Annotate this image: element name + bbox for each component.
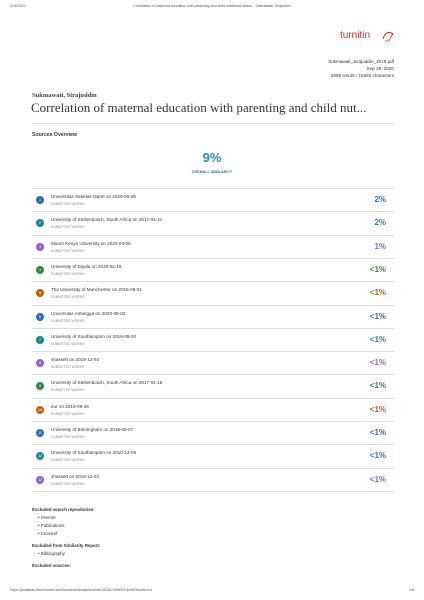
exclusion-group: Excluded sources:: [32, 562, 100, 570]
source-name: shasselt on 2019-12-03: [51, 473, 100, 479]
source-type: SUBMITTED WORKS: [51, 481, 85, 486]
exclusion-heading: Excluded from Similarity Report:: [32, 543, 101, 548]
exclusion-item: • Bibliography: [38, 551, 65, 556]
source-number: 10: [36, 405, 44, 414]
row-divider: [32, 444, 394, 446]
print-date: 4/16/2021: [10, 4, 26, 8]
source-name: University of Birmingham on 2018-09-07: [51, 427, 134, 432]
source-percent: <1%: [369, 358, 386, 368]
source-number: 7: [36, 335, 44, 344]
source-percent: 2%: [374, 218, 386, 228]
source-type: SUBMITTED WORKS: [51, 388, 85, 393]
source-name: shasselt on 2019-12-03: [51, 357, 100, 363]
source-number: 9: [36, 382, 44, 391]
source-number: 2: [36, 219, 44, 228]
source-type: SUBMITTED WORKS: [51, 271, 85, 276]
row-divider: [32, 327, 394, 329]
footer-url: https://pollaktas-mhs.turnitin.com/viewe…: [10, 588, 152, 592]
source-name: Mount Kenya University on 2020-03-06: [51, 240, 131, 246]
row-divider: [32, 257, 394, 259]
doc-title: Correlation of maternal education with p…: [31, 100, 367, 115]
row-divider: [32, 211, 394, 213]
meta: Sukmawati_Sirajuddin_2019.pdf Sep 29, 20…: [328, 58, 394, 79]
source-name: eur on 2019-09-26: [51, 403, 89, 409]
print-title: Correlation of maternal education with p…: [133, 4, 291, 8]
source-name: University of Stellenbosch, South Africa…: [51, 380, 163, 386]
source-type: SUBMITTED WORKS: [51, 225, 85, 230]
source-type: SUBMITTED WORKS: [51, 411, 85, 416]
source-type: SUBMITTED WORKS: [51, 435, 85, 439]
row-divider: [32, 374, 394, 376]
source-percent: <1%: [369, 428, 386, 437]
row-divider: [32, 397, 394, 399]
source-number: 11: [36, 429, 44, 437]
divider: [32, 123, 394, 124]
page-number: 1/8: [409, 588, 414, 592]
source-name: Universitas Airlangga on 2020-06-02: [51, 310, 126, 316]
source-percent: <1%: [369, 451, 386, 461]
source-percent: <1%: [369, 381, 386, 391]
row-divider: [32, 281, 394, 283]
file-name: Sukmawati_Sirajuddin_2019.pdf: [328, 59, 394, 64]
counts: 3099 words / 15592 characters: [330, 73, 394, 78]
exclusion-item: • Publications: [38, 523, 65, 528]
source-type: SUBMITTED WORKS: [51, 458, 85, 463]
source-type: SUBMITTED WORKS: [51, 248, 85, 253]
exclusion-item: • Internet: [38, 515, 56, 520]
source-name: Universitas Sebelas Maret on 2020-06-26: [51, 194, 136, 199]
exclusion-group: Excluded from Similarity Report: • Biblio…: [32, 542, 100, 558]
row-divider: [32, 304, 394, 306]
row-divider: [32, 234, 394, 236]
source-type: SUBMITTED WORKS: [51, 202, 85, 206]
source-type: SUBMITTED WORKS: [51, 318, 85, 323]
exclusions: Excluded search repositories: • Internet •…: [32, 506, 100, 574]
source-number: 13: [36, 475, 44, 484]
row-divider: [32, 421, 394, 422]
source-name: University of Southampton on 2010-12-09: [51, 450, 137, 456]
source-percent: <1%: [369, 264, 386, 274]
source-name: University of Diyala on 2020-02-16: [51, 263, 122, 269]
row-divider: [32, 351, 394, 353]
source-number: 6: [36, 312, 44, 321]
author: Sukmawati, Sirajuddin: [32, 92, 97, 99]
row-divider: [32, 490, 394, 492]
source-number: 3: [36, 242, 44, 251]
sources-heading: Sources Overview: [32, 132, 77, 138]
source-percent: <1%: [369, 288, 386, 298]
submit-date: Sep 29, 2020: [366, 66, 394, 71]
row-divider: [32, 188, 394, 189]
source-percent: 1%: [374, 241, 386, 251]
logo: turnitin: [340, 30, 371, 41]
source-number: 4: [36, 265, 44, 274]
source-percent: <1%: [369, 311, 386, 321]
exclusion-heading: Excluded search repositories:: [32, 507, 95, 512]
row-divider: [32, 467, 394, 469]
exclusion-item: • Crossref: [38, 531, 58, 536]
logo-mark: [382, 31, 394, 42]
source-number: 8: [36, 359, 44, 368]
source-type: SUBMITTED WORKS: [51, 341, 85, 346]
source-percent: 2%: [374, 195, 386, 204]
source-number: 1: [36, 196, 44, 204]
source-percent: <1%: [369, 334, 386, 344]
source-name: The University of Manchester on 2015-09-…: [51, 287, 142, 293]
source-number: 5: [36, 289, 44, 298]
source-type: SUBMITTED WORKS: [51, 295, 85, 300]
source-type: SUBMITTED WORKS: [51, 365, 85, 370]
exclusion-heading: Excluded sources:: [32, 563, 72, 568]
exclusion-group: Excluded search repositories: • Internet •…: [32, 506, 100, 538]
source-percent: <1%: [369, 404, 386, 414]
source-number: 12: [36, 452, 44, 461]
overall-score: 9%: [202, 150, 222, 165]
source-name: University of Stellenbosch, South Africa…: [51, 217, 163, 223]
overall-label: OVERALL SIMILARITY: [191, 170, 233, 174]
source-percent: <1%: [369, 474, 386, 484]
source-name: University of Southampton on 2016-09-20: [51, 333, 137, 339]
